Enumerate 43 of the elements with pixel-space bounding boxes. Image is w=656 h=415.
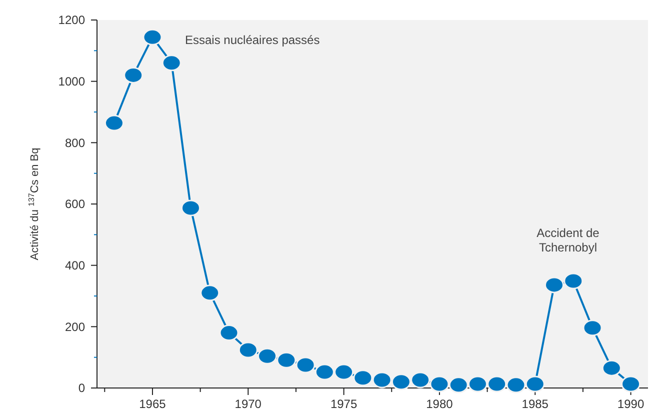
point	[162, 54, 182, 72]
x-tick-label: 1970	[234, 397, 262, 411]
x-tick-label: 1980	[426, 397, 454, 411]
point	[391, 374, 411, 390]
point	[564, 272, 584, 290]
y-tick-label: 800	[64, 136, 86, 150]
point	[200, 284, 220, 302]
y-tick-label: 1200	[58, 13, 86, 28]
y-tick-label: 1000	[58, 74, 86, 89]
y-tick-label: 400	[64, 258, 86, 273]
point	[219, 324, 239, 342]
point	[487, 376, 507, 392]
point	[372, 372, 392, 388]
point	[582, 320, 602, 336]
point	[448, 376, 468, 394]
point	[124, 66, 144, 84]
x-tick-label: 1985	[522, 397, 549, 411]
point	[621, 376, 641, 392]
point	[238, 342, 258, 358]
point	[410, 372, 430, 388]
x-tick-label: 1965	[139, 397, 166, 411]
x-tick-label: 1990	[617, 397, 644, 411]
point	[334, 364, 354, 380]
point	[430, 376, 450, 392]
y-tick-label: 600	[64, 197, 86, 212]
y-tick-label: 200	[64, 320, 86, 334]
x-tick-label: 1975	[330, 397, 358, 411]
point	[353, 370, 373, 386]
point	[180, 200, 200, 216]
point	[276, 352, 296, 368]
point	[258, 348, 278, 364]
y-tick-label: 0	[78, 381, 86, 396]
point	[506, 376, 526, 394]
point	[525, 376, 545, 392]
annotation: Accident de Tchernobyl	[536, 226, 600, 254]
point	[602, 360, 622, 376]
point	[544, 276, 564, 294]
point	[142, 28, 162, 46]
annotation: Essais nucléaires passés	[185, 33, 320, 47]
point	[468, 376, 488, 392]
point	[104, 114, 124, 132]
point	[314, 364, 334, 380]
point	[296, 356, 316, 374]
